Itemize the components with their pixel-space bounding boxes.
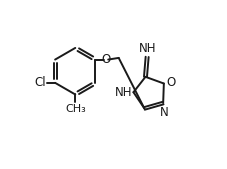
Text: N: N xyxy=(160,106,168,119)
Text: O: O xyxy=(166,76,176,89)
Text: NH: NH xyxy=(139,42,157,55)
Text: CH₃: CH₃ xyxy=(65,104,86,114)
Text: O: O xyxy=(102,53,111,66)
Text: Cl: Cl xyxy=(34,76,46,89)
Text: NH: NH xyxy=(115,86,133,99)
